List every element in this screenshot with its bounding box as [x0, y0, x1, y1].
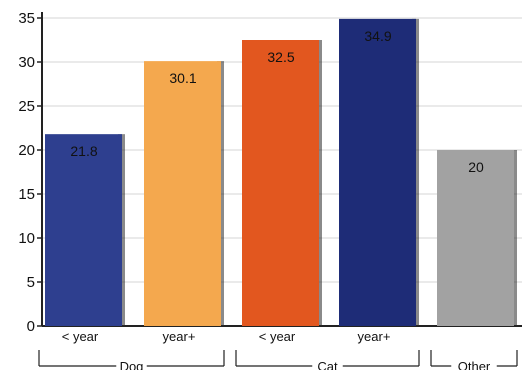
y-tick-label: 5: [27, 274, 35, 291]
bar: [144, 61, 221, 327]
y-tick-label: 10: [18, 230, 35, 247]
y-tick-label: 20: [18, 142, 35, 159]
x-tick-label: < year: [259, 329, 296, 344]
bar: [242, 40, 319, 326]
group-label: Other: [458, 359, 491, 370]
bar: [45, 134, 122, 326]
bar-value-label: 20: [468, 159, 484, 175]
bar-value-label: 21.8: [70, 143, 97, 159]
bar: [437, 150, 514, 326]
x-tick-label: year+: [163, 329, 196, 344]
axes: 0 5 10 15 20 25 30 35: [18, 10, 522, 335]
x-tick-label: year+: [358, 329, 391, 344]
x-tick-label: < year: [62, 329, 99, 344]
bar-value-label: 32.5: [267, 49, 294, 65]
group-label: Dog: [120, 359, 144, 370]
bar-value-label: 30.1: [169, 70, 196, 86]
bar-value-label: 34.9: [364, 28, 391, 44]
y-tick-label: 25: [18, 98, 35, 115]
bar: [339, 18, 416, 326]
bars: [45, 18, 517, 327]
y-tick-label: 15: [18, 186, 35, 203]
group-brackets: Dog Cat Other: [38, 350, 518, 370]
y-tick-label: 30: [18, 54, 35, 71]
group-label: Cat: [317, 359, 338, 370]
y-tick-label: 0: [27, 318, 35, 335]
y-tick-label: 35: [18, 10, 35, 27]
labels: 21.8 < year 30.1 year+ 32.5 < year 34.9 year+ 20: [62, 28, 484, 344]
